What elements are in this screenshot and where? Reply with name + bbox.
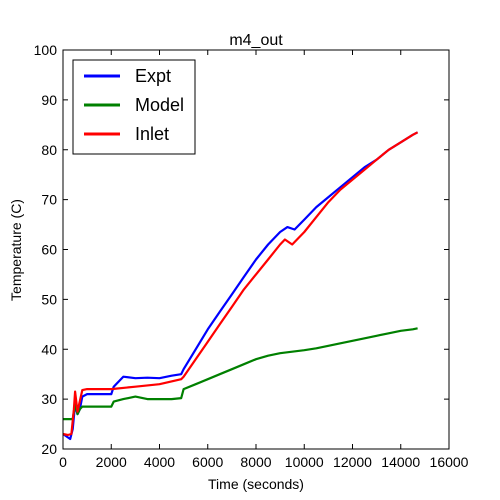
x-tick-label: 14000 (381, 454, 420, 470)
y-tick-label: 60 (41, 242, 57, 258)
y-tick-label: 90 (41, 92, 57, 108)
y-tick-label: 30 (41, 391, 57, 407)
x-tick-label: 4000 (144, 454, 175, 470)
x-axis-label: Time (seconds) (208, 476, 304, 492)
x-tick-label: 6000 (192, 454, 223, 470)
x-tick-label: 2000 (96, 454, 127, 470)
y-tick-label: 40 (41, 341, 57, 357)
y-tick-label: 100 (34, 42, 58, 58)
x-tick-label: 0 (59, 454, 67, 470)
chart-title: m4_out (229, 32, 283, 49)
y-tick-label: 50 (41, 291, 57, 307)
y-tick-label: 20 (41, 441, 57, 457)
legend-label-inlet: Inlet (135, 124, 169, 144)
x-tick-label: 16000 (430, 454, 469, 470)
legend-label-expt: Expt (135, 66, 171, 86)
y-tick-label: 70 (41, 192, 57, 208)
series-line-model (63, 327, 418, 421)
legend: Expt Model Inlet (72, 59, 196, 155)
plot-lines (62, 131, 419, 441)
ticks: 0 2000 4000 6000 8000 10000 12000 14000 16000 20 3… (34, 42, 469, 470)
series-line-expt (62, 131, 419, 441)
x-tick-label: 8000 (240, 454, 271, 470)
x-tick-label: 12000 (333, 454, 372, 470)
y-axis-label: Temperature (C) (8, 199, 24, 301)
x-tick-label: 10000 (285, 454, 324, 470)
series-line-inlet (62, 131, 419, 437)
y-tick-label: 80 (41, 142, 57, 158)
legend-label-model: Model (135, 95, 184, 115)
